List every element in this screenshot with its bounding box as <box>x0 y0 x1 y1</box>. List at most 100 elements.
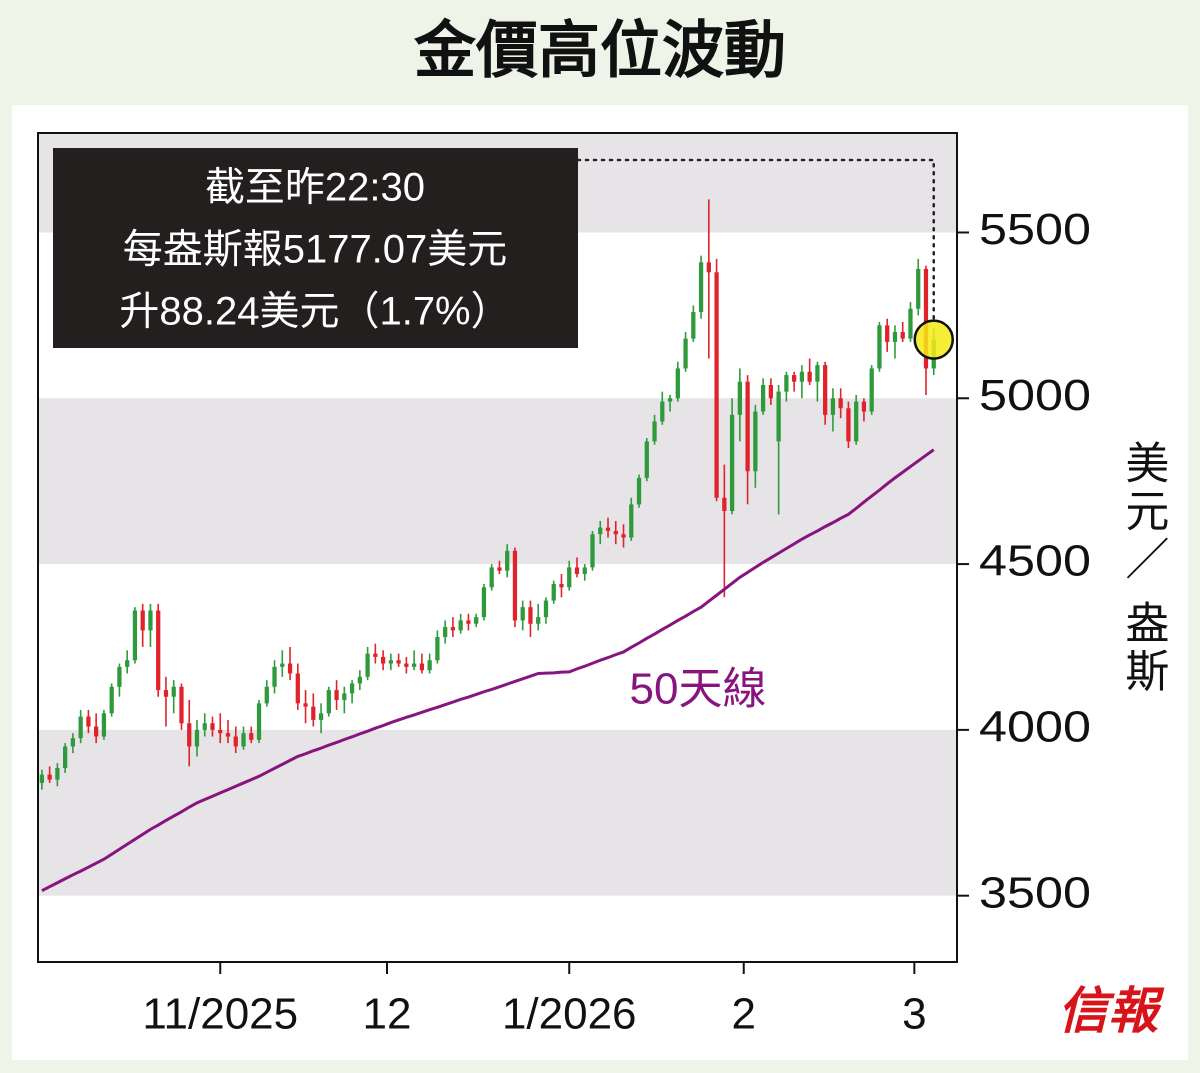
candle-body <box>667 398 673 402</box>
candle-body <box>109 686 114 714</box>
series-label: 50天線 <box>630 665 767 714</box>
candle-body <box>125 660 130 667</box>
candle-body <box>916 268 921 309</box>
candle-body <box>264 686 269 704</box>
candle-body <box>644 441 649 478</box>
candle-body <box>86 716 91 727</box>
candle-body <box>256 703 262 740</box>
candle-body <box>388 660 393 664</box>
candle-body <box>698 262 704 313</box>
candle-body <box>466 620 471 624</box>
candle-body <box>481 587 487 618</box>
candle-body <box>241 733 246 747</box>
candle-body <box>194 729 200 747</box>
candle-body <box>163 690 169 697</box>
candle-body <box>311 706 316 720</box>
candle-body <box>55 768 60 780</box>
x-tick-label: 12 <box>363 990 412 1039</box>
candle-body <box>373 653 378 657</box>
candle-body <box>807 371 812 382</box>
candle-body <box>443 627 448 638</box>
candle-body <box>334 690 339 701</box>
x-tick-label: 2 <box>731 990 755 1039</box>
candle-body <box>101 713 107 737</box>
highlight-marker <box>913 319 954 360</box>
chart-title: 金價高位波動 <box>413 16 786 85</box>
candle-body <box>512 550 518 621</box>
candle-body <box>117 666 122 687</box>
grid-band <box>38 729 957 896</box>
candle-body <box>598 527 603 535</box>
plot-border <box>37 132 958 963</box>
candle-body <box>489 567 494 588</box>
candle-body <box>474 617 479 624</box>
candle-body <box>396 660 401 664</box>
candle-body <box>47 774 52 780</box>
y-tick-label: 3500 <box>979 868 1091 917</box>
ma-line <box>41 448 935 893</box>
candle-body <box>846 408 851 442</box>
candle-body <box>543 600 549 618</box>
candle-body <box>70 738 76 747</box>
annotation-text: 升88.24美元（1.7%） <box>119 290 510 334</box>
candle-body <box>908 308 913 339</box>
x-tick-label: 11/2025 <box>142 990 298 1039</box>
candle-body <box>691 312 696 339</box>
candle-body <box>140 610 145 631</box>
candle-body <box>838 398 843 409</box>
candle-body <box>39 774 45 783</box>
candle-body <box>411 663 417 667</box>
candle-body <box>567 567 572 588</box>
candle-body <box>287 663 293 674</box>
candle-body <box>729 414 735 512</box>
candle-body <box>148 610 153 631</box>
candle-body <box>551 583 556 601</box>
candle-body <box>380 656 386 664</box>
candle-body <box>94 726 99 737</box>
candle-body <box>753 411 758 472</box>
candle-body <box>272 666 277 687</box>
candle-body <box>776 391 781 442</box>
y-tick-label: 5000 <box>979 371 1091 420</box>
candle-body <box>342 693 347 701</box>
candle-body <box>295 673 300 704</box>
candle-body <box>745 381 750 472</box>
candle-body <box>404 663 409 667</box>
candle-body <box>574 567 580 575</box>
candle-body <box>156 610 161 691</box>
candle-body <box>357 676 362 684</box>
candle-body <box>660 401 665 422</box>
candle-body <box>613 530 618 535</box>
candle-body <box>636 477 642 505</box>
candle-body <box>349 683 355 694</box>
candle-body <box>799 371 805 382</box>
candle-body <box>621 534 626 538</box>
annotation-box <box>53 148 578 348</box>
y-axis-label: 盎斯 <box>1118 600 1168 696</box>
candle-body <box>187 723 192 747</box>
candle-body <box>815 365 820 382</box>
candle-body <box>869 368 874 412</box>
candle-body <box>675 368 680 399</box>
candle-body <box>792 375 797 382</box>
candle-body <box>419 663 425 671</box>
candle-body <box>528 607 533 624</box>
candle-body <box>722 497 727 512</box>
source-logo: 信報 <box>1058 981 1165 1040</box>
candle-body <box>590 534 595 568</box>
candle-body <box>505 550 510 571</box>
candle-body <box>737 381 742 415</box>
candle-body <box>78 716 83 739</box>
candle-body <box>823 365 828 415</box>
x-tick-label: 3 <box>902 990 926 1039</box>
candle-body <box>861 401 867 412</box>
grid-band <box>38 398 957 565</box>
candle-body <box>892 331 898 342</box>
candle-body <box>435 637 440 661</box>
candle-body <box>714 272 719 498</box>
candle-body <box>450 627 456 631</box>
candle-body <box>536 617 541 624</box>
candle-body <box>326 690 331 714</box>
